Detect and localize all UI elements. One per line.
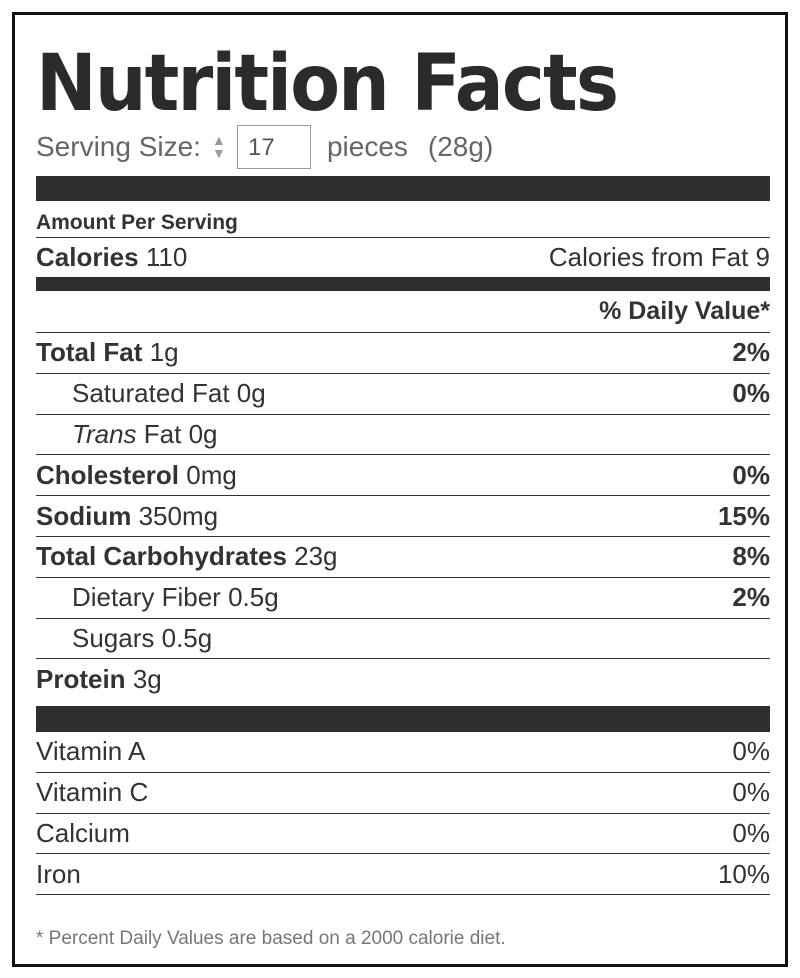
- vitamin-row: Iron 10%: [36, 854, 770, 896]
- footnote: * Percent Daily Values are based on a 20…: [36, 928, 506, 949]
- thick-divider: [36, 176, 770, 201]
- vitamin-row: Vitamin C 0%: [36, 773, 770, 814]
- daily-value-header: % Daily Value*: [599, 297, 770, 325]
- thick-divider: [36, 706, 770, 732]
- nutrient-row: Total Carbohydrates 23g 8%: [36, 537, 770, 578]
- serving-quantity-input[interactable]: 17: [236, 125, 311, 169]
- nutrient-row: Cholesterol 0mg 0%: [36, 455, 770, 497]
- serving-unit: pieces: [326, 131, 408, 162]
- serving-weight: (28g): [427, 131, 494, 162]
- nutrient-row: Sodium 350mg 15%: [36, 496, 770, 537]
- serving-stepper-icon[interactable]: ▲ ▼: [212, 132, 226, 161]
- medium-divider: [36, 277, 770, 291]
- nutrient-row: Saturated Fat 0g 0%: [36, 374, 770, 415]
- nutrient-row: Trans Fat 0g: [36, 415, 770, 456]
- vitamin-row: Vitamin A 0%: [36, 732, 770, 773]
- calories-row: Calories 110 Calories from Fat 9: [36, 241, 770, 272]
- vitamin-row: Calcium 0%: [36, 814, 770, 855]
- nutrient-row: Total Fat 1g 2%: [36, 333, 770, 374]
- serving-size: Serving Size: ▲ ▼ 17 pieces (28g): [36, 125, 493, 169]
- nutrient-row: Sugars 0.5g: [36, 619, 770, 660]
- nutrition-label: Nutrition Facts Serving Size: ▲ ▼ 17 piec…: [12, 12, 788, 967]
- amount-per-serving: Amount Per Serving: [36, 211, 238, 234]
- serving-label: Serving Size:: [36, 131, 201, 162]
- nutrient-row: Dietary Fiber 0.5g 2%: [36, 578, 770, 619]
- title: Nutrition Facts: [36, 39, 619, 129]
- nutrient-row: Protein 3g: [36, 664, 162, 695]
